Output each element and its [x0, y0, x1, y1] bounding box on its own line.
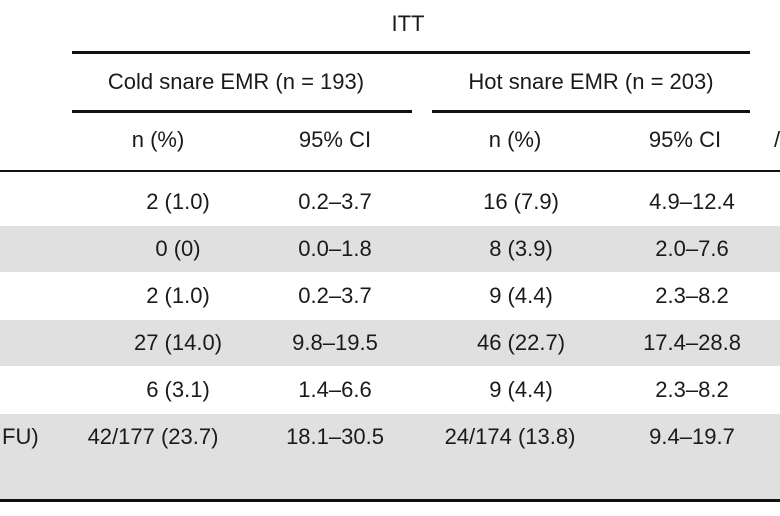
- cold-n-cell: 42/177 (23.7): [87, 424, 219, 449]
- row-band-4: [0, 320, 780, 366]
- cold-ci-cell: 18.1–30.5: [286, 424, 384, 449]
- itt-header-rule: [72, 51, 750, 54]
- cold-n-cell: 27 (14.0): [133, 330, 223, 355]
- table-bottom-rule: [0, 499, 780, 502]
- cold-arm-rule: [72, 110, 412, 113]
- hot-ci-cell: 17.4–28.8: [643, 330, 741, 355]
- right-edge-fragment: /: [774, 127, 780, 152]
- cold-ci-cell: 0.2–3.7: [298, 283, 372, 308]
- cold-ci-cell: 9.8–19.5: [292, 330, 378, 355]
- row-band-6: [0, 414, 780, 499]
- cold-snare-arm-header: Cold snare EMR (n = 193): [107, 69, 365, 94]
- hot-n-cell: 46 (22.7): [476, 330, 566, 355]
- hot-n-cell: 16 (7.9): [483, 189, 559, 214]
- itt-group-header: ITT: [391, 11, 425, 36]
- cold-n-cell: 2 (1.0): [146, 283, 210, 308]
- hot-n-cell: 9 (4.4): [489, 377, 553, 402]
- hot-ci-cell: 2.0–7.6: [655, 236, 729, 261]
- cold-ci-cell: 0.0–1.8: [298, 236, 372, 261]
- cold-n-cell: 0 (0): [155, 236, 201, 261]
- hot-snare-arm-header: Hot snare EMR (n = 203): [468, 69, 714, 94]
- cold-n-cell: 6 (3.1): [146, 377, 210, 402]
- hot-ci-cell: 2.3–8.2: [655, 283, 729, 308]
- hot-arm-rule: [432, 110, 750, 113]
- hot-ci-header: 95% CI: [648, 127, 722, 152]
- hot-n-percent-header: n (%): [488, 127, 542, 152]
- row-band-2: [0, 226, 780, 272]
- hot-n-cell: 24/174 (13.8): [444, 424, 576, 449]
- cold-n-percent-header: n (%): [131, 127, 185, 152]
- hot-ci-cell: 4.9–12.4: [649, 189, 735, 214]
- hot-ci-cell: 2.3–8.2: [655, 377, 729, 402]
- cold-n-cell: 2 (1.0): [146, 189, 210, 214]
- hot-ci-cell: 9.4–19.7: [649, 424, 735, 449]
- header-bottom-rule: [0, 170, 780, 172]
- row-label-fragment: FU): [2, 424, 39, 449]
- hot-n-cell: 9 (4.4): [489, 283, 553, 308]
- cold-ci-cell: 0.2–3.7: [298, 189, 372, 214]
- cold-ci-cell: 1.4–6.6: [298, 377, 372, 402]
- cold-ci-header: 95% CI: [298, 127, 372, 152]
- hot-n-cell: 8 (3.9): [489, 236, 553, 261]
